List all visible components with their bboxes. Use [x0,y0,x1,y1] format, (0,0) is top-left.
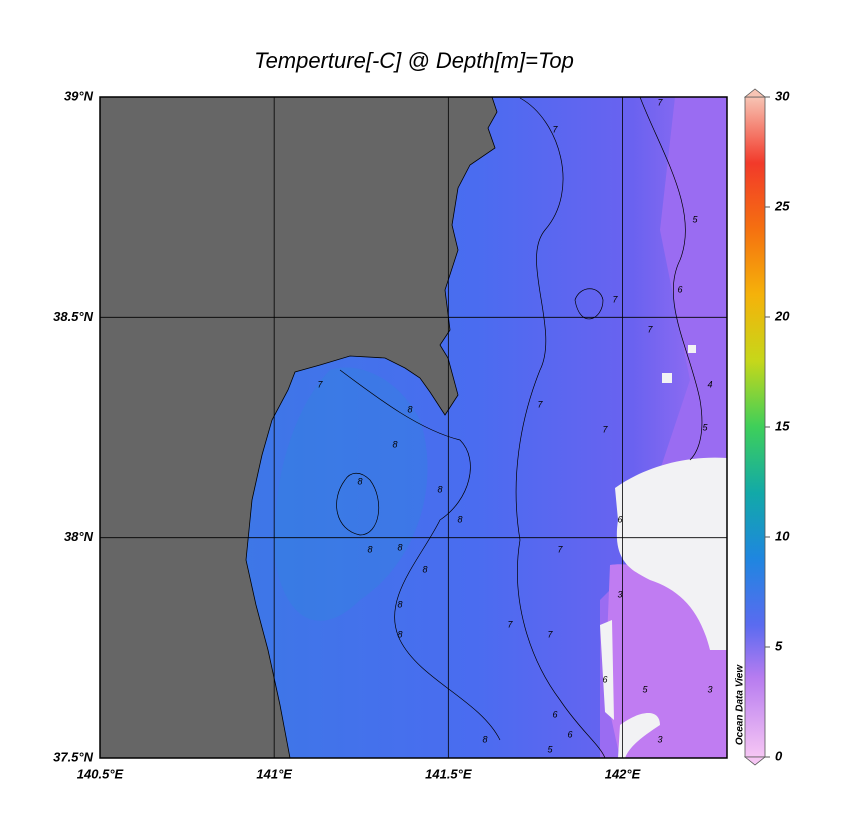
lat-tick-label: 38°N [64,529,94,544]
contour-label: 5 [547,744,553,754]
colorbar-tick-label: 0 [775,748,783,763]
contour-line [515,97,606,758]
contour-label: 8 [422,564,427,574]
contour-label: 8 [482,734,487,744]
contour-label: 6 [677,284,682,294]
contour-label: 7 [612,294,618,304]
contour-label: 6 [602,674,607,684]
contour-label: 7 [552,124,558,134]
contour-label: 8 [397,599,402,609]
contour-label: 5 [642,684,648,694]
contour-label: 6 [617,514,622,524]
contour-label: 4 [707,379,712,389]
lat-tick-label: 39°N [64,88,94,103]
contour-label: 7 [537,399,543,409]
lon-tick-label: 141.5°E [425,766,472,781]
lon-tick-label: 141°E [256,766,292,781]
colorbar-tick-label: 30 [775,88,790,103]
contour-label: 3 [707,684,712,694]
lon-tick-label: 142°E [605,766,641,781]
lat-tick-label: 38.5°N [53,309,94,324]
warm-patch [274,367,428,621]
contour-label: 8 [407,404,412,414]
contour-label: 7 [557,544,563,554]
contour-label: 3 [617,589,622,599]
contour-label: 7 [602,424,608,434]
colorbar-tick-label: 25 [774,198,790,213]
colorbar-tick-label: 15 [775,418,790,433]
lat-tick-label: 37.5°N [53,749,94,764]
contour-label: 3 [657,734,662,744]
colorbar-cap [743,88,767,98]
contour-label: 8 [367,544,372,554]
contour-label: 7 [547,629,553,639]
contour-label: 8 [357,476,362,486]
colorbar-label: Ocean Data View [735,664,746,745]
contour-label: 6 [567,729,572,739]
contour-line [639,97,703,461]
contour-line [336,472,379,536]
contour-label: 7 [317,379,323,389]
contour-label: 6 [552,709,557,719]
contour-line [339,369,501,741]
colorbar-tick-label: 5 [775,638,783,653]
map-area [100,97,727,758]
contour-label: 8 [397,629,402,639]
contour-label: 8 [392,439,397,449]
lon-tick-label: 140.5°E [77,766,124,781]
contour-label: 7 [657,97,663,107]
land [100,97,498,758]
map-title: Temperture[-C] @ Depth[m]=Top [254,48,574,73]
contour-label: 5 [702,422,708,432]
contour-label: 8 [397,542,402,552]
colorbar [744,96,766,758]
contour-line [574,288,604,320]
contour-label: 5 [692,214,698,224]
contour-label: 8 [457,514,462,524]
colorbar-tick-label: 20 [774,308,790,323]
colorbar-cap [743,756,767,766]
colorbar-tick-label: 10 [775,528,790,543]
no-data [600,345,727,758]
no-data [615,457,727,650]
contour-label: 7 [647,324,653,334]
contour-label: 7 [507,619,513,629]
contour-label: 8 [437,484,442,494]
